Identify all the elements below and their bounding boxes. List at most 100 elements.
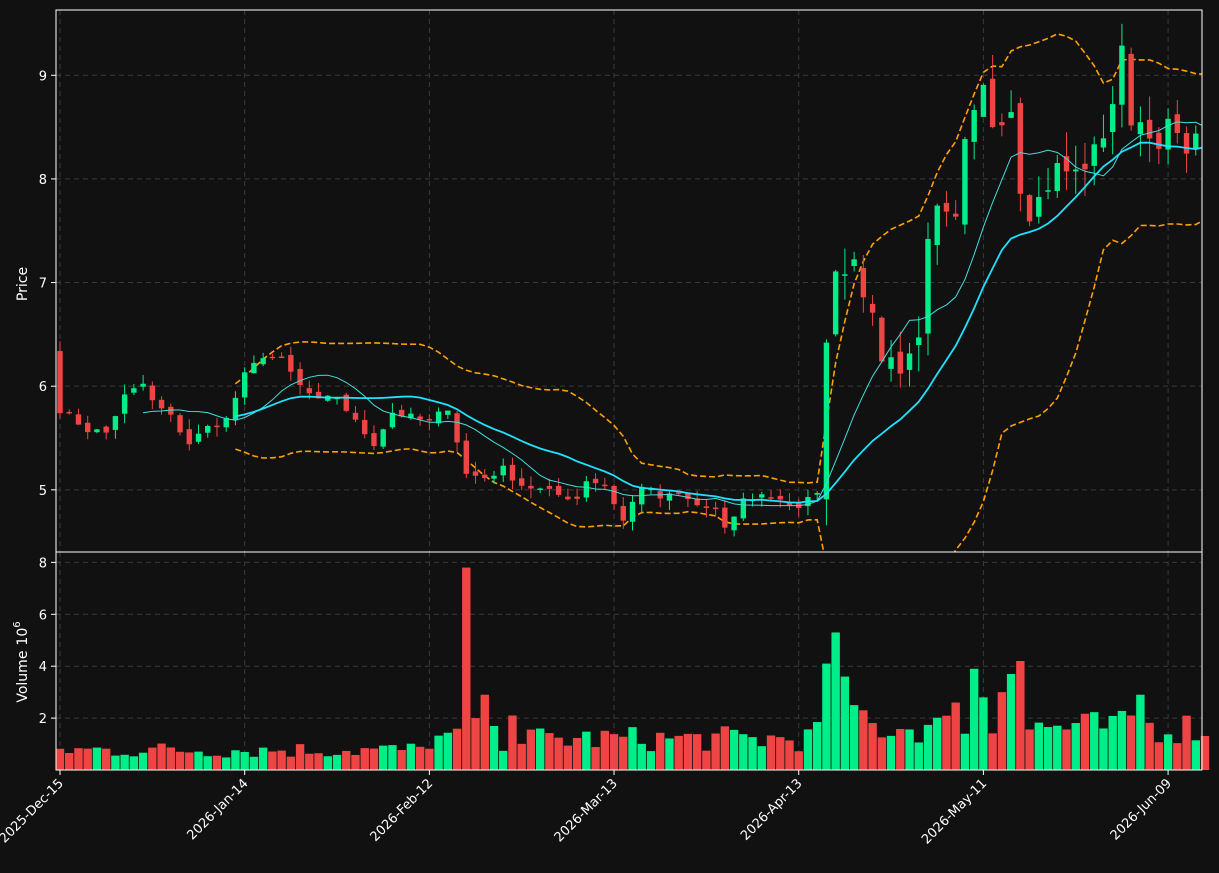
candle-down [417,416,423,420]
upper-band-line [234,33,1202,484]
candle-up [205,425,211,433]
candle-down [1156,132,1162,149]
volume-bar [563,745,573,770]
candle-down [546,485,553,489]
candle-down [306,388,313,394]
candle-down [528,485,534,489]
candle-down [879,317,885,362]
price-panel [57,23,1202,552]
volume-bar [92,747,102,770]
volume-bar [1145,722,1154,770]
candle-down [352,412,359,420]
candle-up [925,238,931,334]
volume-bar [471,718,480,770]
candle-down [786,502,793,506]
candle-up [445,410,451,415]
candle-down [463,440,469,474]
candle-down [768,497,774,499]
price-tick-label: 9 [39,69,47,84]
volume-bar [508,715,517,770]
volume-axis-power: 6 [12,621,23,627]
candle-down [57,350,63,414]
volume-bar [1182,715,1191,770]
candle-down [482,474,488,479]
volume-bar [305,753,314,770]
volume-bar [65,752,74,770]
volume-bar [1053,725,1062,770]
volume-bar [212,755,222,770]
fast-moving-average-line [143,121,1202,507]
volume-bar [268,751,277,770]
candle-up [260,358,266,365]
volume-bar [600,730,610,770]
volume-bar [415,746,425,770]
candle-up [94,429,100,433]
volume-bar [896,728,905,770]
volume-bar [877,737,887,770]
volume-bar [480,694,489,770]
candle-up [823,342,830,500]
volume-bar [1099,728,1108,770]
candle-up [131,388,137,393]
candle-up [1036,196,1042,217]
volume-bar [988,733,997,770]
volume-bar [462,567,471,770]
candle-up [537,488,543,490]
volume-bar [656,732,665,770]
candle-up [491,475,497,479]
volume-bar [933,717,942,770]
candle-down [943,202,950,212]
candle-down [989,78,996,128]
candle-down [620,505,626,521]
volume-bar [554,737,563,770]
volume-bar [831,632,840,770]
candle-up [500,465,506,476]
volume-bar [840,676,850,770]
volume-bar [619,736,628,770]
candle-down [149,385,156,401]
candle-down [555,485,562,495]
volume-bar [1025,729,1034,770]
volume-bar [886,735,896,770]
volume-bar [1071,723,1080,770]
volume-bar [222,757,231,770]
candle-down [722,507,728,528]
candle-down [343,394,349,411]
candle-down [602,484,608,487]
candle-down [278,356,285,359]
candle-up [1045,190,1051,192]
candle-up [814,493,820,495]
candle-up [1137,122,1144,135]
volume-bar [674,735,683,770]
volume-bar [1191,740,1200,770]
volume-bar [277,750,286,770]
volume-bar [120,754,129,770]
candle-up [1008,112,1014,118]
candle-up [223,417,229,428]
volume-bar [776,737,785,770]
volume-bar [388,745,397,770]
volume-bar [258,747,268,770]
candle-up [934,205,940,245]
volume-bar [1200,735,1210,770]
candle-down [869,303,876,313]
volume-bar [997,692,1007,770]
volume-bar [812,722,822,770]
volume-bar [859,710,868,770]
candle-down [398,409,405,417]
candle-down [1146,119,1153,139]
candle-up [232,397,239,421]
candle-up [380,429,386,447]
candle-down [611,485,617,505]
candle-down [158,399,165,409]
volume-axis-title: Volume 106 [12,621,31,702]
volume-bar [443,732,453,770]
candle-down [297,368,303,385]
candle-up [740,498,747,519]
candle-down [362,419,368,435]
volume-bar [591,747,600,770]
volume-bar [425,748,434,770]
volume-bar [711,733,720,770]
candle-up [241,372,248,398]
volume-bar [249,756,259,770]
